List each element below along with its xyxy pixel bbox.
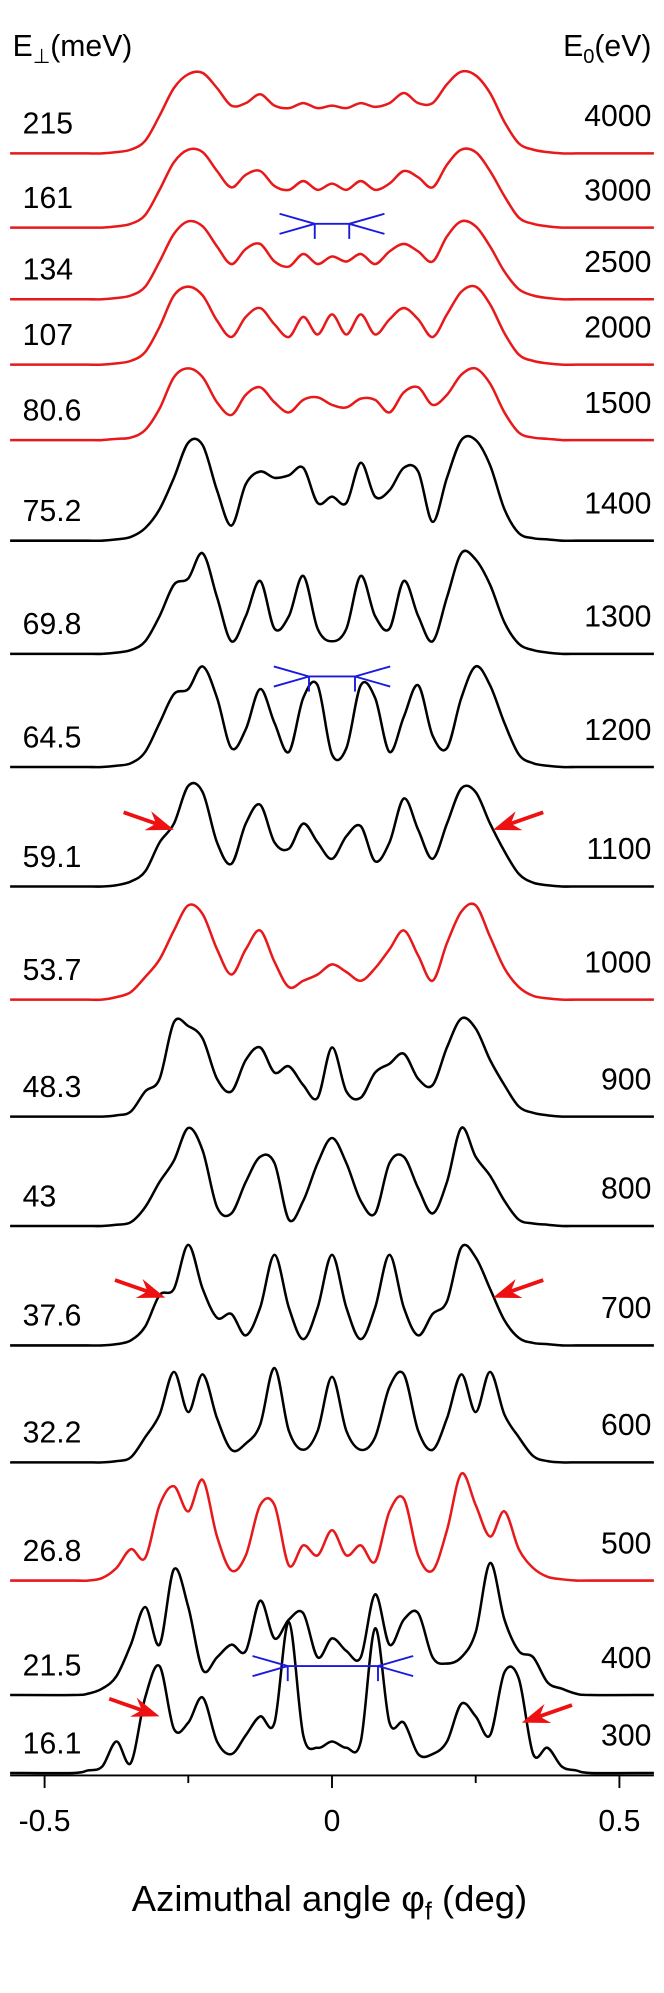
e0-label: 600 [601,1409,651,1442]
x-tick-label: 0 [324,1805,341,1838]
e0-label: 300 [601,1720,651,1753]
left-header-unit: (meV) [50,30,132,63]
x-axis-title: Azimuthal angle φf (deg) [132,1878,527,1925]
e-perp-label: 16.1 [23,1727,82,1760]
e0-label: 700 [601,1292,651,1325]
arrow-shaft [537,1703,573,1719]
x-axis-title-unit: (deg) [432,1878,527,1919]
x-axis-title-sub: f [425,1897,433,1925]
e-perp-label: 21.5 [23,1649,82,1682]
x-axis-title-main: Azimuthal angle φ [132,1878,425,1919]
e0-label: 2000 [584,311,651,344]
x-tick-label: -0.5 [19,1805,71,1838]
curve [10,1620,654,1775]
e0-label: 1500 [584,387,651,420]
e0-label: 4000 [584,100,651,133]
arrow-head [521,1704,552,1724]
right-header-main: E [563,30,583,63]
e-perp-label: 80.6 [23,394,82,427]
marker-arm [273,675,310,688]
marker-arm [252,1655,288,1667]
e-perp-label: 48.3 [23,1071,82,1104]
curve [10,781,654,888]
arrow-head [130,1697,160,1717]
e-perp-label: 107 [23,319,73,352]
curve [10,902,654,1002]
marker-arm [377,1655,414,1667]
arrow-shaft [508,1278,544,1294]
e-perp-label: 75.2 [23,495,82,528]
curve [10,664,654,769]
curve [10,549,654,656]
arrow-shaft [508,810,544,826]
curve [10,219,654,301]
arrow-head [492,811,523,831]
marker-arm [354,675,391,688]
right-header-unit: (eV) [594,30,651,63]
curve [10,434,654,543]
e0-label: 3000 [584,174,651,207]
e-perp-label: 32.2 [23,1417,82,1450]
curve [10,366,654,442]
curve [10,284,654,367]
curve [10,1366,654,1464]
e-perp-label: 161 [23,182,73,215]
curve [10,147,654,229]
e-perp-label: 53.7 [23,954,82,987]
arrow-head [144,811,174,831]
curve [10,1561,654,1697]
marker-arm [377,1665,414,1678]
curve [10,1126,654,1228]
marker-arm [252,1665,288,1678]
curve [10,1016,654,1118]
left-header: E⊥(meV) [13,30,133,68]
marker-arm [348,222,385,235]
e-perp-label: 43 [23,1180,57,1213]
left-header-sub: ⊥ [33,46,51,68]
e0-label: 1400 [584,487,651,520]
arrow-head [135,1279,166,1299]
curve [10,1243,654,1347]
e0-label: 2500 [584,246,651,279]
arrow-head [492,1279,523,1299]
e-perp-label: 215 [23,108,73,141]
curve [10,1472,654,1583]
arrow-shaft [108,1696,144,1713]
e0-label: 400 [601,1642,651,1675]
marker-arm [348,212,385,225]
e0-label: 500 [601,1527,651,1560]
left-header-main: E [13,30,33,63]
e-perp-label: 59.1 [23,841,82,874]
arrow-shaft [123,810,158,826]
x-tick-label: 0.5 [598,1805,640,1838]
marker-arm [279,222,316,235]
e0-label: 1300 [584,601,651,634]
e0-label: 800 [601,1173,651,1206]
marker-arm [279,212,316,225]
right-header-sub: 0 [583,46,594,68]
curve [10,69,654,155]
right-header: E0(eV) [563,30,651,68]
e0-label: 1200 [584,714,651,747]
e-perp-label: 37.6 [23,1300,82,1333]
e0-label: 900 [601,1063,651,1096]
e-perp-label: 69.8 [23,608,82,641]
e0-label: 1100 [587,833,652,866]
e-perp-label: 134 [23,254,73,287]
marker-arm [354,665,391,678]
arrow-shaft [114,1278,150,1294]
marker-arm [273,665,310,678]
e-perp-label: 64.5 [23,721,82,754]
e0-label: 1000 [584,946,651,979]
e-perp-label: 26.8 [23,1535,82,1568]
